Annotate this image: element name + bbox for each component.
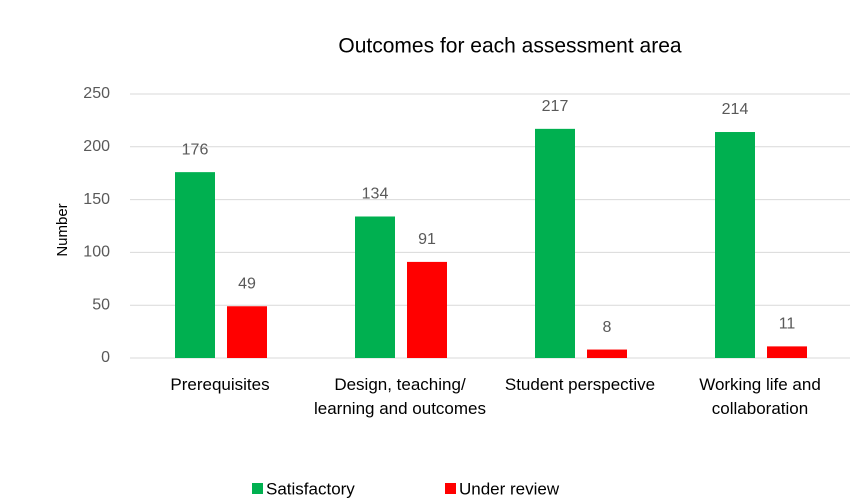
y-tick-label: 0	[101, 349, 110, 366]
y-tick-label: 200	[83, 138, 110, 155]
data-label: 11	[779, 316, 796, 333]
x-tick-label: Working life and collaboration	[699, 375, 821, 418]
chart-title: Outcomes for each assessment area	[338, 35, 681, 58]
y-tick-label: 250	[83, 85, 110, 102]
data-label: 214	[722, 101, 749, 118]
data-label: 8	[603, 319, 612, 336]
y-tick-label: 100	[83, 244, 110, 261]
y-axis-label: Number	[54, 203, 71, 256]
data-label: 176	[182, 141, 209, 158]
legend-label: Under review	[459, 479, 560, 498]
legend-swatch	[252, 483, 263, 494]
bar	[767, 346, 807, 358]
bar	[407, 261, 447, 358]
data-label: 49	[238, 275, 256, 292]
legend-label: Satisfactory	[266, 479, 355, 498]
bar	[587, 349, 627, 358]
data-label: 217	[542, 98, 569, 115]
data-label: 91	[418, 231, 436, 248]
legend-swatch	[445, 483, 456, 494]
bar	[715, 132, 755, 358]
data-label: 134	[362, 186, 389, 203]
x-tick-label: Prerequisites	[170, 375, 270, 394]
bar	[355, 216, 395, 358]
bar	[535, 128, 575, 358]
x-tick-label: Design, teaching/ learning and outcomes	[313, 375, 486, 418]
bar	[175, 172, 215, 358]
bar	[227, 306, 267, 358]
y-tick-label: 150	[83, 191, 110, 208]
x-tick-label: Student perspective	[504, 375, 656, 394]
y-tick-label: 50	[92, 296, 110, 313]
